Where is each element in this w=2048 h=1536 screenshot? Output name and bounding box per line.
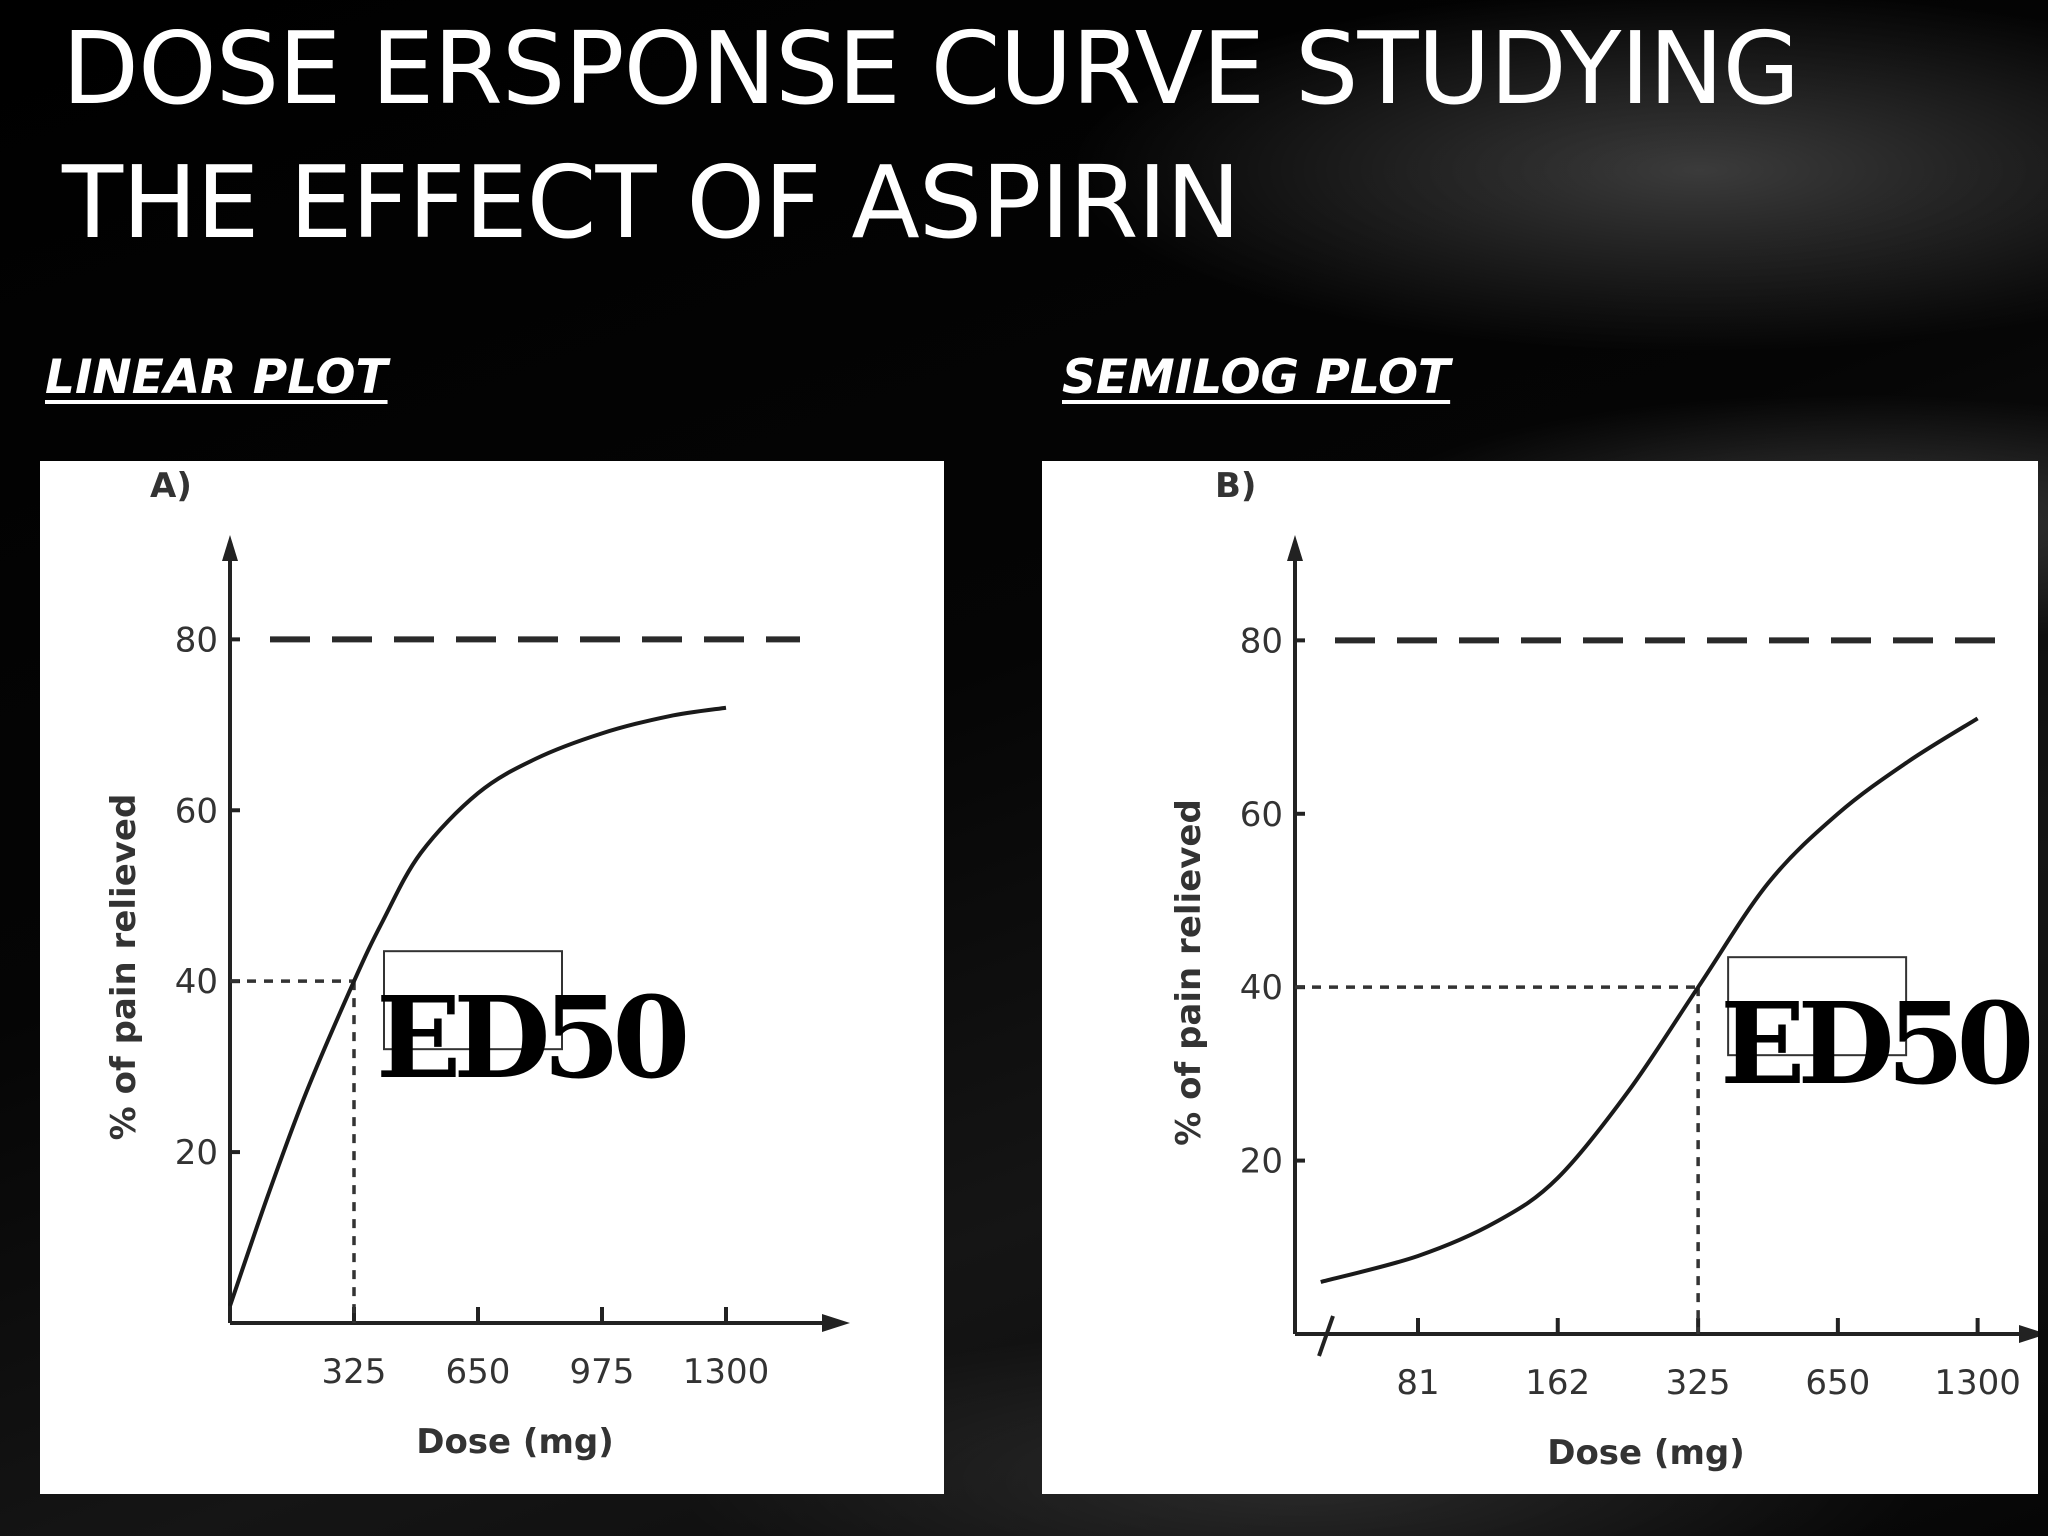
linear-plot-panel: A) 20 40 60 80 325 650 975 1300 Dose (mg) % of pai… — [40, 461, 944, 1494]
y-tick-label: 20 — [175, 1133, 218, 1173]
x-axis-break-mark — [1317, 1315, 1335, 1357]
linear-plot-heading: LINEAR PLOT — [45, 350, 388, 405]
y-tick-label: 60 — [1240, 795, 1283, 835]
y-axis-arrowhead — [1287, 535, 1303, 561]
semilog-plot-chart: B) 20 40 60 80 81 162 325 650 1300 Dose (mg) % of p… — [1169, 466, 2038, 1473]
semilog-plot-heading: SEMILOG PLOT — [1062, 350, 1451, 405]
ed50-label: ED50 — [1720, 979, 2029, 1110]
x-tick-label: 1300 — [1934, 1363, 2021, 1403]
ed50-label: ED50 — [376, 973, 685, 1104]
y-axis-title: % of pain relieved — [104, 794, 144, 1141]
x-axis-arrowhead — [2019, 1325, 2038, 1343]
x-tick-label: 650 — [1805, 1363, 1870, 1403]
y-axis-title: % of pain relieved — [1169, 799, 1209, 1146]
ed50-label-box — [1727, 956, 1908, 1057]
x-tick-label: 162 — [1525, 1363, 1590, 1403]
ed50-label-box — [383, 950, 563, 1051]
dose-response-curve — [228, 705, 727, 1307]
y-tick-label: 40 — [175, 962, 218, 1002]
x-tick-label: 325 — [322, 1352, 387, 1392]
y-tick-label: 80 — [1240, 621, 1283, 661]
linear-plot-chart: A) 20 40 60 80 325 650 975 1300 Dose (mg) % of pai… — [104, 466, 850, 1462]
slide-title-line-2: THE EFFECT OF ASPIRIN — [62, 144, 1241, 261]
y-axis-arrowhead — [222, 535, 238, 561]
x-tick-label: 650 — [446, 1352, 511, 1392]
y-tick-label: 40 — [1240, 968, 1283, 1008]
x-tick-label: 1300 — [683, 1352, 770, 1392]
panel-letter-label: B) — [1215, 466, 1256, 506]
slide-title-line-1: DOSE ERSPONSE CURVE STUDYING — [62, 10, 1800, 127]
dose-response-curve — [1320, 716, 1979, 1284]
x-axis-title: Dose (mg) — [416, 1422, 614, 1462]
y-tick-label: 80 — [175, 620, 218, 660]
x-tick-label: 975 — [570, 1352, 635, 1392]
slide-title: DOSE ERSPONSE CURVE STUDYING THE EFFECT … — [62, 2, 1962, 270]
x-tick-label: 81 — [1396, 1363, 1439, 1403]
panel-letter-label: A) — [150, 466, 192, 506]
x-axis-title: Dose (mg) — [1547, 1433, 1745, 1473]
y-tick-label: 20 — [1240, 1142, 1283, 1182]
y-tick-label: 60 — [175, 791, 218, 831]
x-axis-arrowhead — [822, 1314, 850, 1332]
x-tick-label: 325 — [1666, 1363, 1731, 1403]
semilog-plot-panel: B) 20 40 60 80 81 162 325 650 1300 Dose (mg) % of p… — [1042, 461, 2038, 1494]
